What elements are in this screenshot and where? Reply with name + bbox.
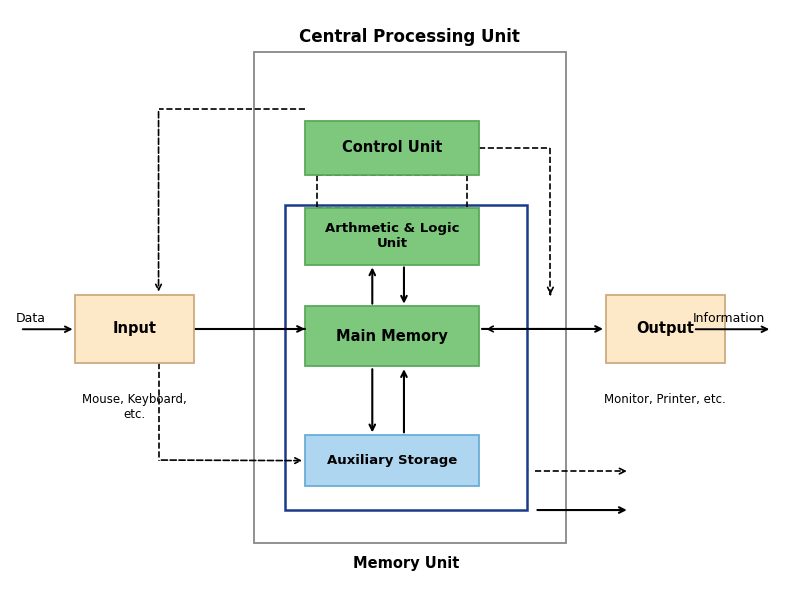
- FancyBboxPatch shape: [305, 435, 479, 486]
- Text: Control Unit: Control Unit: [342, 140, 442, 155]
- Text: Auxiliary Storage: Auxiliary Storage: [327, 454, 458, 467]
- Text: Central Processing Unit: Central Processing Unit: [299, 28, 520, 46]
- Text: Memory Unit: Memory Unit: [353, 557, 459, 571]
- FancyBboxPatch shape: [305, 208, 479, 265]
- FancyBboxPatch shape: [305, 307, 479, 367]
- Text: Arthmetic & Logic
Unit: Arthmetic & Logic Unit: [325, 222, 459, 250]
- Text: Information: Information: [693, 312, 765, 325]
- Text: Data: Data: [16, 312, 46, 325]
- Text: Input: Input: [113, 322, 157, 336]
- Text: Output: Output: [636, 322, 694, 336]
- Text: Main Memory: Main Memory: [336, 329, 448, 344]
- FancyBboxPatch shape: [75, 294, 194, 364]
- FancyBboxPatch shape: [606, 294, 725, 364]
- Text: Monitor, Printer, etc.: Monitor, Printer, etc.: [604, 393, 726, 406]
- Text: Mouse, Keyboard,
etc.: Mouse, Keyboard, etc.: [82, 393, 187, 421]
- FancyBboxPatch shape: [305, 121, 479, 175]
